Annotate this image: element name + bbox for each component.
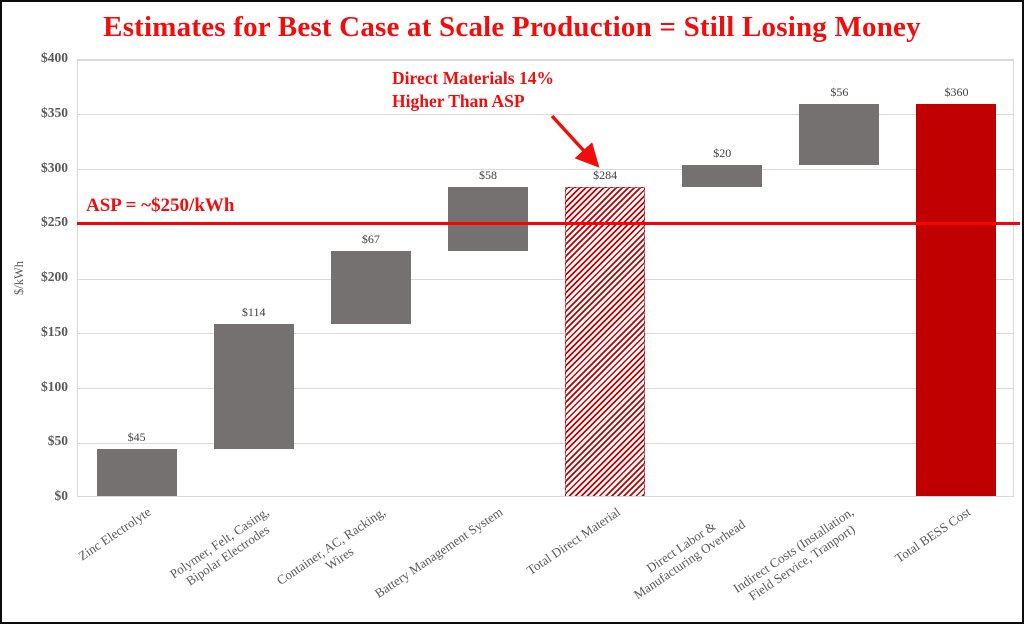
y-tick-label: $150	[41, 323, 68, 339]
bar-value-label: $67	[361, 231, 380, 246]
gridline	[78, 114, 1013, 116]
bar-value-label: $45	[127, 429, 146, 444]
waterfall-bar	[96, 448, 177, 496]
chart-title: Estimates for Best Case at Scale Product…	[103, 11, 921, 43]
gridline	[78, 169, 1013, 170]
waterfall-bar	[916, 103, 997, 496]
y-tick-label: $200	[41, 269, 68, 284]
y-tick-label: $0	[54, 488, 69, 503]
bar-value-label: $20	[713, 146, 732, 161]
gridline	[78, 278, 1013, 280]
y-tick-label: $300	[41, 159, 68, 175]
y-tick-label: $350	[41, 104, 68, 120]
x-axis-label: Direct Labor & Manufacturing Overhead	[631, 516, 749, 603]
asp-reference-line	[77, 221, 1020, 225]
y-tick-label: $400	[41, 50, 68, 65]
annotation-arrow-icon	[550, 114, 600, 168]
waterfall-bar	[682, 165, 763, 187]
bar-value-label: $114	[241, 304, 266, 319]
gridline	[78, 442, 1013, 444]
x-axis-label: Total BESS Cost	[892, 504, 974, 566]
gridline	[78, 388, 1013, 389]
asp-line-label: ASP = ~$250/kWh	[86, 195, 235, 216]
gridline	[78, 333, 1013, 335]
y-tick-label: $250	[41, 214, 68, 230]
plot-area: $45 $114 $67 $58 $284 $20 $56 $360	[77, 59, 1014, 497]
bar-value-label: $58	[478, 168, 497, 183]
waterfall-bar	[447, 187, 528, 251]
x-axis-label: Total Direct Material	[523, 504, 623, 578]
waterfall-bar	[330, 250, 411, 324]
bar-value-label: $360	[944, 84, 969, 99]
y-tick-label: $50	[47, 433, 68, 449]
annotation-text: Direct Materials 14% Higher Than ASP	[392, 68, 554, 111]
waterfall-bar	[565, 187, 646, 496]
x-axis-label: Zinc Electrolyte	[75, 504, 154, 564]
bar-value-label: $284	[593, 168, 618, 183]
x-axis-label: Battery Management System	[371, 504, 506, 601]
waterfall-bar	[799, 103, 880, 166]
bar-value-label: $56	[830, 84, 849, 99]
waterfall-bar	[213, 323, 294, 449]
y-tick-label: $100	[41, 378, 68, 394]
x-axis-label: Polymer, Felt, Casing, Bipolar Electrode…	[166, 504, 272, 589]
gridline	[78, 60, 1013, 61]
x-axis-label: Indirect Costs (Installation, Field Serv…	[730, 504, 859, 604]
